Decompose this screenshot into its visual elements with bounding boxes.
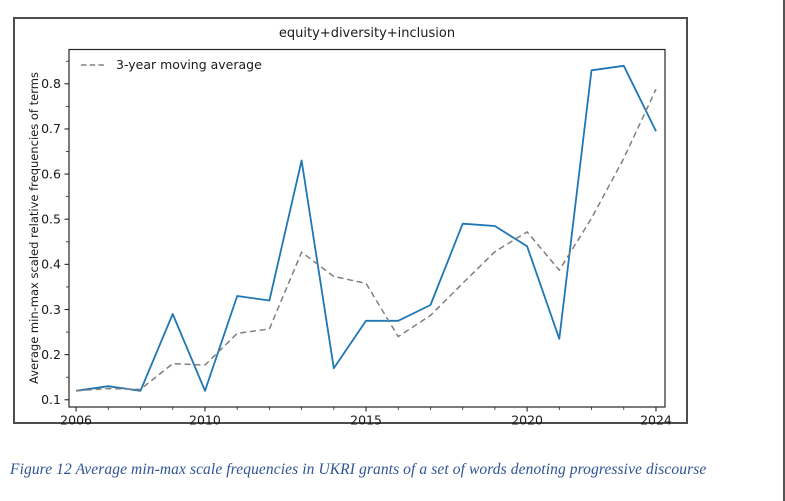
y-tick-label: 0.1 (41, 392, 61, 407)
y-tick-label: 0.8 (41, 76, 61, 91)
chart-title: equity+diversity+inclusion (278, 26, 456, 41)
chart-legend: 3-year moving average (80, 57, 262, 72)
y-axis-label: Average min-max scaled relative frequenc… (27, 72, 41, 384)
y-tick-label: 0.5 (41, 212, 61, 227)
page-edge-line (783, 0, 785, 501)
series-line-moving-average (76, 88, 657, 392)
x-tick-label: 2010 (189, 413, 221, 428)
y-tick-label: 0.3 (41, 302, 61, 317)
dashed-line-icon (81, 63, 106, 66)
x-tick-label: 2006 (60, 413, 92, 428)
x-tick-label: 2015 (350, 413, 382, 428)
x-tick-label: 2024 (640, 413, 672, 428)
axes-spines (68, 48, 666, 408)
y-tick-label: 0.4 (41, 257, 61, 272)
y-tick-label: 0.2 (41, 347, 61, 362)
legend-label: 3-year moving average (116, 57, 262, 72)
series-line-main (75, 64, 657, 392)
figure-caption: Figure 12 Average min-max scale frequenc… (10, 461, 707, 478)
y-tick-label: 0.7 (41, 121, 61, 136)
figure-border (13, 17, 688, 424)
y-tick-label: 0.6 (41, 166, 61, 181)
x-tick-label: 2020 (511, 413, 543, 428)
